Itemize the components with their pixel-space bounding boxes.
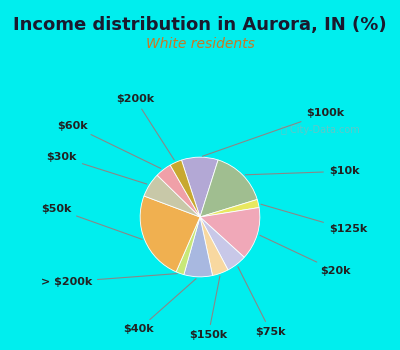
Text: $30k: $30k bbox=[47, 152, 147, 184]
Wedge shape bbox=[200, 217, 244, 270]
Text: Income distribution in Aurora, IN (%): Income distribution in Aurora, IN (%) bbox=[13, 16, 387, 34]
Wedge shape bbox=[140, 196, 200, 272]
Wedge shape bbox=[184, 217, 212, 277]
Wedge shape bbox=[182, 157, 218, 217]
Text: $75k: $75k bbox=[238, 267, 286, 337]
Wedge shape bbox=[170, 160, 200, 217]
Text: $150k: $150k bbox=[189, 276, 227, 340]
Text: $200k: $200k bbox=[116, 94, 174, 160]
Text: $50k: $50k bbox=[41, 204, 142, 239]
Text: White residents: White residents bbox=[146, 37, 254, 51]
Wedge shape bbox=[200, 217, 228, 275]
Text: $100k: $100k bbox=[202, 108, 344, 156]
Wedge shape bbox=[200, 199, 259, 217]
Wedge shape bbox=[200, 160, 257, 217]
Text: Ⓜ City-Data.com: Ⓜ City-Data.com bbox=[281, 125, 360, 135]
Wedge shape bbox=[176, 217, 200, 275]
Text: $40k: $40k bbox=[124, 279, 196, 334]
Wedge shape bbox=[157, 165, 200, 217]
Text: > $200k: > $200k bbox=[41, 274, 177, 287]
Text: $20k: $20k bbox=[260, 235, 351, 276]
Wedge shape bbox=[200, 208, 260, 257]
Text: $10k: $10k bbox=[245, 166, 359, 176]
Wedge shape bbox=[144, 175, 200, 217]
Text: $125k: $125k bbox=[261, 204, 367, 234]
Text: $60k: $60k bbox=[57, 120, 161, 168]
